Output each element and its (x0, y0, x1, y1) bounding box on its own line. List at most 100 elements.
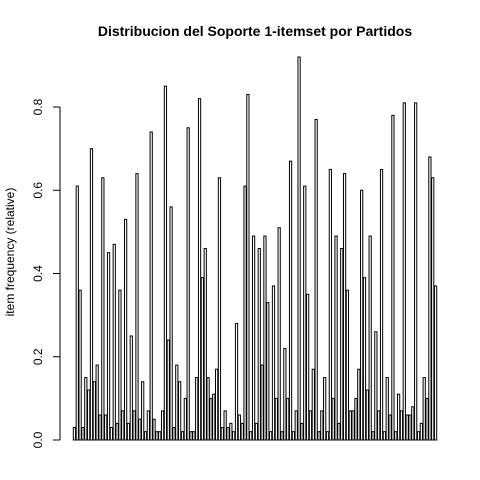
bar-101 (357, 368, 361, 441)
bar-73 (277, 227, 281, 441)
bar-93 (334, 235, 338, 441)
bar-44 (195, 377, 199, 441)
bar-58 (234, 322, 239, 441)
bar-20 (126, 422, 131, 441)
bar-12 (104, 414, 108, 441)
bar-103 (362, 277, 367, 441)
bar-116 (399, 410, 404, 441)
bar-105 (368, 235, 372, 441)
bars-group (72, 56, 438, 441)
bar-123 (419, 422, 423, 441)
bar-37 (175, 364, 179, 441)
bar-98 (348, 410, 352, 441)
bar-3 (78, 289, 82, 441)
bar-17 (118, 289, 122, 441)
y-tick-label-2: 0.4 (31, 265, 45, 282)
bar-114 (394, 431, 398, 441)
bar-59 (237, 414, 241, 441)
bar-74 (280, 431, 284, 441)
bar-47 (203, 248, 207, 441)
bar-15 (112, 243, 116, 441)
bar-120 (411, 406, 415, 441)
bar-39 (180, 431, 185, 441)
bar-33 (163, 85, 168, 441)
bar-95 (340, 248, 344, 441)
bar-35 (169, 206, 173, 441)
bar-78 (291, 431, 295, 441)
bar-40 (183, 397, 187, 441)
bar-53 (220, 427, 224, 441)
bar-75 (283, 347, 287, 441)
chart-title: Distribucion del Soporte 1-itemset por P… (98, 23, 412, 39)
bar-97 (345, 289, 350, 441)
bar-61 (243, 185, 247, 441)
bar-125 (425, 397, 429, 441)
bar-18 (121, 410, 125, 441)
bar-82 (303, 185, 307, 441)
bar-65 (254, 422, 259, 441)
bar-66 (257, 248, 261, 441)
bar-76 (286, 397, 290, 441)
bar-108 (377, 410, 381, 441)
bar-94 (337, 422, 341, 441)
bar-5 (84, 377, 88, 441)
bar-86 (314, 118, 318, 441)
bar-106 (371, 431, 375, 441)
bar-99 (351, 410, 355, 441)
bar-107 (374, 331, 378, 441)
bar-111 (385, 377, 389, 441)
bar-43 (192, 431, 196, 441)
bar-87 (317, 431, 321, 441)
bar-64 (251, 235, 256, 441)
bar-54 (223, 410, 227, 441)
bar-81 (300, 422, 304, 441)
y-tick-label-1: 0.2 (31, 348, 45, 365)
bar-38 (178, 381, 182, 441)
bar-77 (288, 160, 293, 441)
bar-70 (269, 431, 273, 441)
bar-104 (365, 389, 369, 441)
bar-30 (155, 431, 159, 441)
bar-126 (428, 156, 432, 441)
bar-51 (215, 368, 219, 441)
bar-8 (92, 381, 96, 441)
bar-83 (306, 293, 310, 441)
bar-71 (271, 285, 276, 441)
bar-85 (311, 368, 315, 441)
bar-79 (294, 410, 298, 441)
bar-7 (89, 148, 94, 441)
bar-14 (109, 427, 113, 441)
bar-11 (101, 177, 105, 441)
bar-27 (146, 410, 150, 441)
bar-32 (160, 410, 165, 441)
bar-115 (397, 393, 401, 441)
y-tick-label-3: 0.6 (31, 182, 45, 199)
bar-41 (186, 127, 190, 441)
y-axis: 0.0 0.2 0.4 0.6 0.8 (31, 98, 61, 448)
bar-57 (232, 431, 236, 441)
bar-110 (382, 431, 386, 441)
bar-102 (360, 189, 364, 441)
bar-46 (200, 277, 204, 441)
bar-19 (124, 218, 128, 441)
bar-45 (197, 98, 202, 441)
bar-72 (274, 397, 278, 441)
bar-2 (75, 185, 79, 441)
bar-1 (72, 427, 77, 441)
bar-50 (212, 393, 216, 441)
bar-56 (229, 422, 233, 441)
bar-88 (320, 410, 324, 441)
bar-89 (323, 377, 327, 441)
bar-122 (416, 431, 421, 441)
bar-80 (297, 56, 301, 441)
bar-36 (172, 427, 176, 441)
bar-60 (240, 422, 244, 441)
bar-28 (149, 131, 153, 441)
bar-31 (158, 431, 162, 441)
bar-16 (115, 422, 119, 441)
bar-13 (106, 252, 111, 441)
bar-68 (263, 235, 267, 441)
bar-29 (152, 418, 156, 441)
bar-6 (87, 389, 91, 441)
bar-24 (138, 418, 142, 441)
